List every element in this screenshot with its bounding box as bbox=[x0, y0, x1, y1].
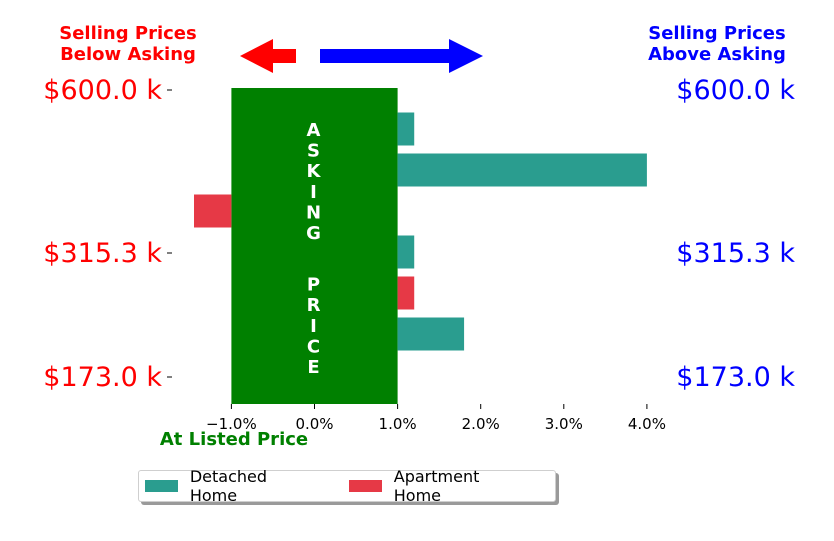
x-axis-label: At Listed Price bbox=[160, 429, 308, 450]
right-price-label-0: $600.0 k bbox=[676, 75, 795, 106]
x-tick-label-4: 3.0% bbox=[545, 415, 583, 433]
asking-label-letter-3: I bbox=[310, 182, 317, 203]
left-price-label-0: $600.0 k bbox=[43, 75, 162, 106]
x-tick-label-1: 0.0% bbox=[295, 415, 333, 433]
asking-label-letter-1: S bbox=[307, 141, 320, 162]
legend-label-detached: Detached Home bbox=[189, 467, 268, 505]
detached-bar-1 bbox=[397, 153, 647, 187]
left-price-label-2: $173.0 k bbox=[43, 362, 162, 393]
legend-item-apartment: Apartment Home bbox=[348, 467, 527, 505]
right-header-line-0: Selling Prices bbox=[648, 23, 785, 44]
legend-label-apartment: Apartment Home bbox=[393, 467, 480, 505]
left-arrow-icon bbox=[240, 39, 296, 73]
right-arrow-icon bbox=[320, 39, 483, 73]
x-tick-label-2: 1.0% bbox=[379, 415, 417, 433]
right-price-label-2: $173.0 k bbox=[676, 362, 795, 393]
asking-label-letter-4: N bbox=[306, 202, 321, 223]
left-header-line-1: Below Asking bbox=[60, 44, 196, 65]
asking-label-letter-10: C bbox=[307, 336, 320, 357]
legend: Detached Home Apartment Home bbox=[138, 467, 556, 505]
right-header-line-1: Above Asking bbox=[648, 44, 786, 65]
asking-label-letter-7: P bbox=[307, 275, 320, 296]
asking-label-letter-11: E bbox=[307, 357, 319, 378]
x-tick-label-3: 2.0% bbox=[462, 415, 500, 433]
legend-swatch-detached bbox=[145, 480, 178, 492]
x-tick-label-0: −1.0% bbox=[206, 415, 257, 433]
asking-label-letter-9: I bbox=[310, 316, 317, 337]
asking-label-letter-5: G bbox=[306, 223, 321, 244]
asking-price-band bbox=[231, 88, 398, 404]
apartment-bar-2 bbox=[194, 194, 232, 228]
x-tick-label-5: 4.0% bbox=[628, 415, 666, 433]
detached-bar-0 bbox=[397, 112, 415, 146]
detached-bar-3 bbox=[397, 235, 415, 269]
legend-item-detached: Detached Home bbox=[145, 467, 315, 505]
asking-label-letter-2: K bbox=[307, 161, 322, 182]
left-price-label-1: $315.3 k bbox=[43, 238, 162, 269]
detached-bar-5 bbox=[397, 317, 465, 351]
apartment-bar-4 bbox=[397, 276, 415, 310]
legend-swatch-apartment bbox=[348, 480, 382, 492]
asking-label-letter-0: A bbox=[307, 120, 321, 141]
right-price-label-1: $315.3 k bbox=[676, 238, 795, 269]
asking-label-letter-8: R bbox=[307, 295, 321, 316]
left-header-line-0: Selling Prices bbox=[59, 23, 196, 44]
